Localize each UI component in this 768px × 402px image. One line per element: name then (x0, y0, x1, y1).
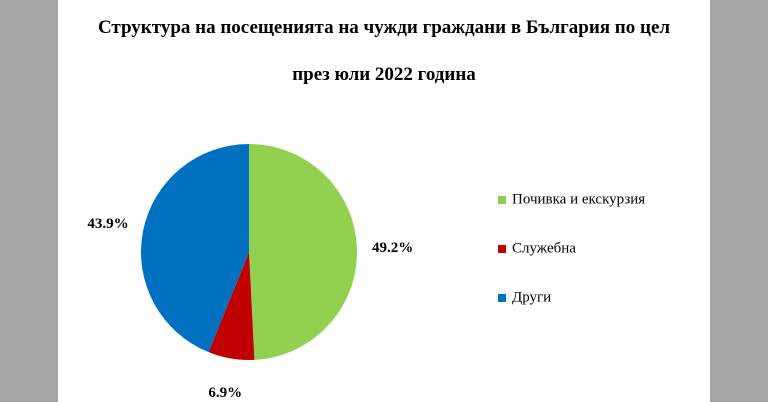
legend-swatch (498, 294, 506, 302)
legend-swatch (498, 245, 506, 253)
data-label: 43.9% (87, 216, 128, 232)
pie-slice (249, 144, 357, 360)
legend-swatch (498, 196, 506, 204)
data-label: 6.9% (208, 385, 242, 401)
pie-slice (208, 252, 255, 360)
pie-slice (141, 144, 249, 353)
legend-label: Други (512, 289, 551, 305)
chart-title: Структура на посещенията на чужди гражда… (97, 17, 671, 85)
legend-label: Служебна (512, 240, 576, 256)
data-label: 49.2% (372, 240, 413, 256)
legend-label: Почивка и екскурзия (512, 191, 645, 207)
